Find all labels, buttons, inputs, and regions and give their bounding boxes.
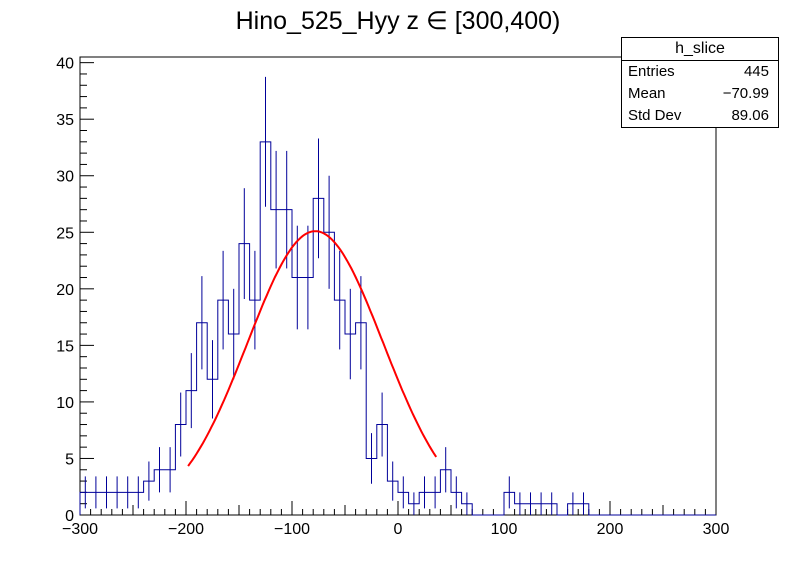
- tick-labels: −300 −200 −100 0 100 200 300 0 5 10 15 20 25 30 35 40: [56, 56, 729, 538]
- x-tick-label: −200: [168, 521, 204, 538]
- stats-label: Std Dev: [628, 107, 682, 124]
- y-tick-label: 5: [65, 451, 74, 468]
- stats-label: Mean: [628, 85, 666, 102]
- stats-box: h_slice Entries 445 Mean −70.99 Std Dev …: [621, 37, 779, 128]
- x-tick-label: 0: [394, 521, 403, 538]
- stats-label: Entries: [628, 63, 675, 80]
- histogram-series: [79, 141, 716, 516]
- stats-row-mean: Mean −70.99: [622, 83, 778, 105]
- stats-value: −70.99: [722, 85, 769, 102]
- x-tick-label: −100: [274, 521, 310, 538]
- chart-title: Hino_525_Hyy z ∈ [300,400): [235, 7, 561, 35]
- gaussian-fit-series: [187, 230, 438, 467]
- histogram-outline: [79, 141, 716, 516]
- x-tick-label: −300: [62, 521, 98, 538]
- y-tick-label: 10: [56, 395, 74, 412]
- x-tick-label: 300: [703, 521, 730, 538]
- stats-row-stddev: Std Dev 89.06: [622, 105, 778, 127]
- stats-value: 445: [743, 63, 769, 80]
- y-tick-label: 25: [56, 225, 74, 242]
- x-tick-label: 200: [597, 521, 624, 538]
- y-tick-label: 0: [65, 508, 74, 525]
- stats-row-entries: Entries 445: [622, 61, 778, 83]
- y-tick-label: 15: [56, 338, 74, 355]
- fit-curve: [187, 230, 438, 467]
- stats-value: 89.06: [731, 107, 769, 124]
- y-tick-label: 20: [56, 282, 74, 299]
- y-tick-label: 30: [56, 169, 74, 186]
- x-tick-label: 100: [491, 521, 518, 538]
- stats-box-name: h_slice: [622, 38, 778, 61]
- y-tick-label: 40: [56, 56, 74, 73]
- y-tick-label: 35: [56, 112, 74, 129]
